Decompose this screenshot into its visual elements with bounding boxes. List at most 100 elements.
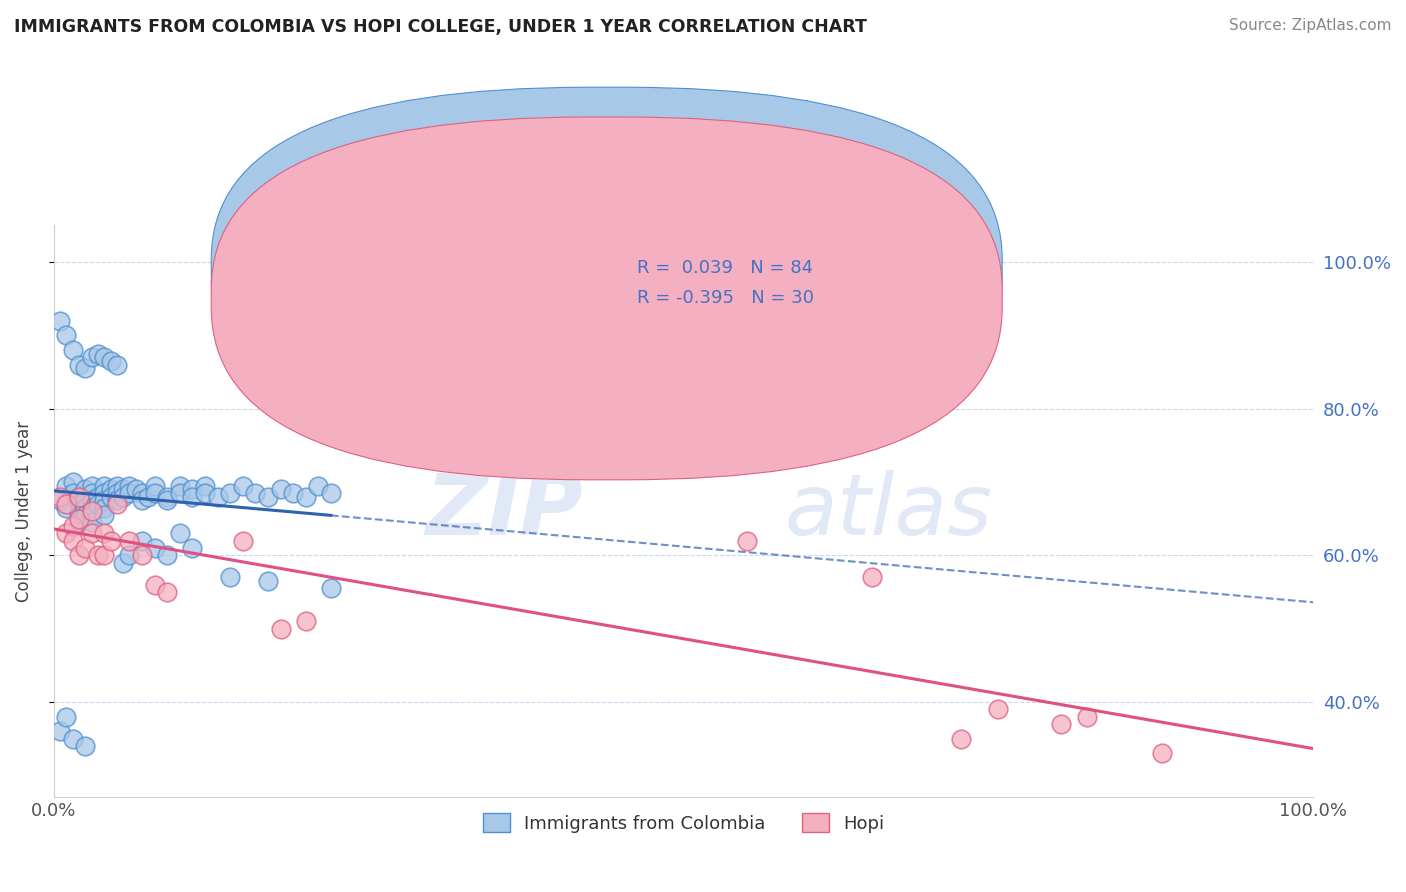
Point — [80, 500, 103, 515]
Point — [49, 493, 72, 508]
Point — [100, 483, 122, 497]
Point — [80, 486, 103, 500]
Point — [93, 500, 115, 515]
Point — [143, 478, 166, 492]
Point — [219, 486, 242, 500]
Point — [131, 486, 153, 500]
Point — [67, 490, 90, 504]
Point — [55, 328, 77, 343]
Point — [80, 493, 103, 508]
Point — [257, 574, 280, 588]
Text: ZIP: ZIP — [425, 470, 583, 553]
Point — [105, 358, 128, 372]
Point — [67, 508, 90, 522]
Point — [87, 346, 110, 360]
Point — [87, 490, 110, 504]
Y-axis label: College, Under 1 year: College, Under 1 year — [15, 421, 32, 602]
Point — [80, 526, 103, 541]
Point — [118, 549, 141, 563]
Point — [219, 570, 242, 584]
Point — [136, 490, 159, 504]
Point — [319, 486, 342, 500]
Point — [169, 478, 191, 492]
Point — [49, 490, 72, 504]
Point — [93, 478, 115, 492]
Point — [80, 508, 103, 522]
Point — [169, 486, 191, 500]
Point — [181, 490, 204, 504]
FancyBboxPatch shape — [571, 248, 891, 319]
Point — [156, 585, 179, 599]
Point — [93, 350, 115, 364]
Point — [131, 549, 153, 563]
Point — [131, 533, 153, 548]
Point — [55, 710, 77, 724]
Point — [156, 493, 179, 508]
Point — [75, 541, 97, 555]
Point — [80, 350, 103, 364]
Point — [62, 343, 84, 357]
Point — [257, 490, 280, 504]
FancyBboxPatch shape — [211, 87, 1002, 450]
Point — [194, 486, 217, 500]
Point — [105, 497, 128, 511]
Point — [80, 504, 103, 518]
Point — [55, 478, 77, 492]
Point — [75, 493, 97, 508]
Point — [294, 490, 316, 504]
Point — [181, 541, 204, 555]
Text: Source: ZipAtlas.com: Source: ZipAtlas.com — [1229, 18, 1392, 33]
Point — [67, 511, 90, 525]
Point — [55, 500, 77, 515]
Point — [270, 622, 292, 636]
Point — [55, 497, 77, 511]
Point — [67, 549, 90, 563]
Point — [112, 483, 135, 497]
Point — [949, 731, 972, 746]
Point — [100, 354, 122, 368]
Point — [80, 516, 103, 530]
Point — [112, 490, 135, 504]
Point — [307, 478, 329, 492]
Point — [75, 739, 97, 753]
Point — [67, 504, 90, 518]
Point — [93, 493, 115, 508]
Point — [80, 478, 103, 492]
Point — [49, 724, 72, 739]
Point — [1050, 717, 1073, 731]
Point — [181, 483, 204, 497]
Point — [62, 731, 84, 746]
Point — [62, 533, 84, 548]
FancyBboxPatch shape — [211, 117, 1002, 480]
Point — [143, 541, 166, 555]
Point — [156, 490, 179, 504]
Point — [105, 493, 128, 508]
Point — [232, 478, 254, 492]
Point — [75, 508, 97, 522]
Legend: Immigrants from Colombia, Hopi: Immigrants from Colombia, Hopi — [475, 806, 891, 840]
Point — [75, 500, 97, 515]
Point — [100, 533, 122, 548]
Point — [49, 313, 72, 327]
Point — [143, 577, 166, 591]
Point — [131, 493, 153, 508]
Point — [62, 486, 84, 500]
Point — [105, 486, 128, 500]
Point — [62, 475, 84, 489]
Point — [93, 508, 115, 522]
Point — [281, 486, 304, 500]
Point — [112, 556, 135, 570]
Point — [67, 497, 90, 511]
Point — [55, 526, 77, 541]
Point — [105, 478, 128, 492]
Text: atlas: atlas — [785, 470, 993, 553]
Point — [118, 486, 141, 500]
Point — [207, 490, 229, 504]
Point — [319, 582, 342, 596]
Point — [862, 570, 884, 584]
Point — [75, 483, 97, 497]
Point — [125, 483, 148, 497]
Point — [156, 549, 179, 563]
Point — [169, 526, 191, 541]
Text: R = -0.395   N = 30: R = -0.395 N = 30 — [637, 289, 814, 307]
